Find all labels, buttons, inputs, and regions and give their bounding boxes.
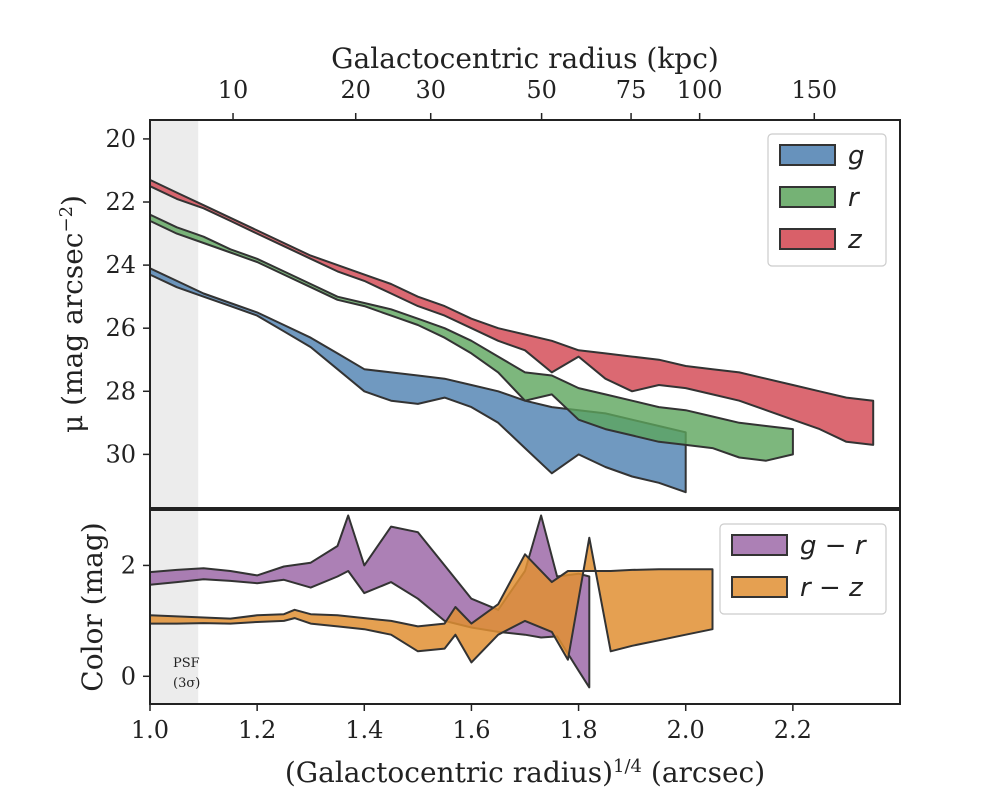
top-y-tick-label: 22 bbox=[105, 188, 136, 216]
psf-label-line2: (3σ) bbox=[173, 676, 200, 691]
series-band-g-minus-r bbox=[149, 514, 591, 689]
bottom-x-tick-label: 1.2 bbox=[238, 716, 276, 744]
series-band-r-minus-z bbox=[149, 536, 714, 664]
top-y-tick-label: 24 bbox=[105, 251, 136, 279]
bottom-y-axis-title: Color (mag) bbox=[76, 522, 109, 691]
legend-swatch-z bbox=[779, 228, 836, 250]
psf-label-line1: PSF bbox=[173, 656, 200, 671]
top-series-group bbox=[149, 178, 875, 494]
bottom-panel: 02 1.0 1.2 1.4 1.6 1.8 2.0 2.2 g − rr − z PSF … bbox=[121, 509, 901, 744]
bottom-x-tick-label: 1.6 bbox=[452, 716, 490, 744]
top-y-axis-title-main: μ (mag arcsec bbox=[56, 233, 89, 433]
top-y-axis-title: μ (mag arcsec−2) bbox=[56, 195, 90, 433]
legend-swatch-r bbox=[779, 186, 836, 208]
top-y-ticks: 20 22 24 26 28 30 bbox=[105, 125, 150, 468]
top-y-axis-title-sup: −2 bbox=[56, 206, 77, 233]
bottom-panel-frame bbox=[149, 509, 901, 705]
legend-label-g: g bbox=[848, 141, 865, 171]
top-x-tick-label: 50 bbox=[526, 76, 557, 104]
bottom-x-tick-label: 2.0 bbox=[667, 716, 705, 744]
psf-region-top bbox=[150, 120, 199, 508]
bottom-x-tick-label: 2.2 bbox=[774, 716, 812, 744]
legend-swatch-r-minus-z bbox=[731, 576, 788, 598]
bottom-series-group bbox=[149, 514, 714, 689]
bottom-y-ticks: 02 bbox=[121, 551, 150, 690]
bottom-legend: g − r r − z bbox=[719, 523, 887, 615]
legend-label-g-minus-r: g − r bbox=[800, 531, 868, 561]
top-x-tick-label: 20 bbox=[340, 76, 371, 104]
top-y-tick-label: 20 bbox=[105, 125, 136, 153]
top-y-axis-title-close: ) bbox=[56, 195, 89, 206]
series-band-g bbox=[149, 267, 687, 494]
legend-label-r-minus-z: r − z bbox=[800, 573, 864, 603]
legend-swatch-g-minus-r bbox=[731, 534, 788, 556]
legend-label-r: r bbox=[848, 183, 861, 213]
top-x-tick-label: 10 bbox=[218, 76, 249, 104]
top-panel: 20 22 24 26 28 30 10 20 30 50 75 100 150 grz bbox=[105, 76, 901, 509]
top-y-tick-label: 26 bbox=[105, 314, 136, 342]
series-band-z bbox=[149, 178, 875, 446]
bottom-y-tick-label: 2 bbox=[121, 551, 136, 579]
x-axis-title-tail: (arcsec) bbox=[642, 756, 765, 789]
bottom-y-tick-label: 0 bbox=[121, 662, 136, 690]
x-axis-title-main: (Galactocentric radius) bbox=[285, 756, 613, 789]
series-band-r bbox=[149, 213, 794, 462]
legend-swatch-g bbox=[779, 144, 836, 166]
bottom-x-ticks: 1.0 1.2 1.4 1.6 1.8 2.0 2.2 bbox=[131, 704, 812, 744]
x-axis-title: (Galactocentric radius)1/4 (arcsec) bbox=[285, 756, 765, 790]
top-legend: grz bbox=[767, 133, 887, 267]
top-x-ticks: 10 20 30 50 75 100 150 bbox=[218, 76, 837, 120]
bottom-x-tick-label: 1.0 bbox=[131, 716, 169, 744]
psf-region-bottom bbox=[150, 510, 199, 704]
top-axis-title: Galactocentric radius (kpc) bbox=[331, 42, 719, 75]
top-y-tick-label: 30 bbox=[105, 440, 136, 468]
x-axis-title-sup: 1/4 bbox=[613, 756, 642, 777]
top-x-tick-label: 100 bbox=[677, 76, 723, 104]
top-y-tick-label: 28 bbox=[105, 377, 136, 405]
top-panel-frame bbox=[149, 119, 901, 509]
bottom-x-tick-label: 1.8 bbox=[559, 716, 597, 744]
top-x-tick-label: 150 bbox=[791, 76, 837, 104]
legend-label-z: z bbox=[847, 225, 863, 255]
top-x-tick-label: 30 bbox=[415, 76, 446, 104]
top-x-tick-label: 75 bbox=[616, 76, 647, 104]
bottom-x-tick-label: 1.4 bbox=[345, 716, 383, 744]
